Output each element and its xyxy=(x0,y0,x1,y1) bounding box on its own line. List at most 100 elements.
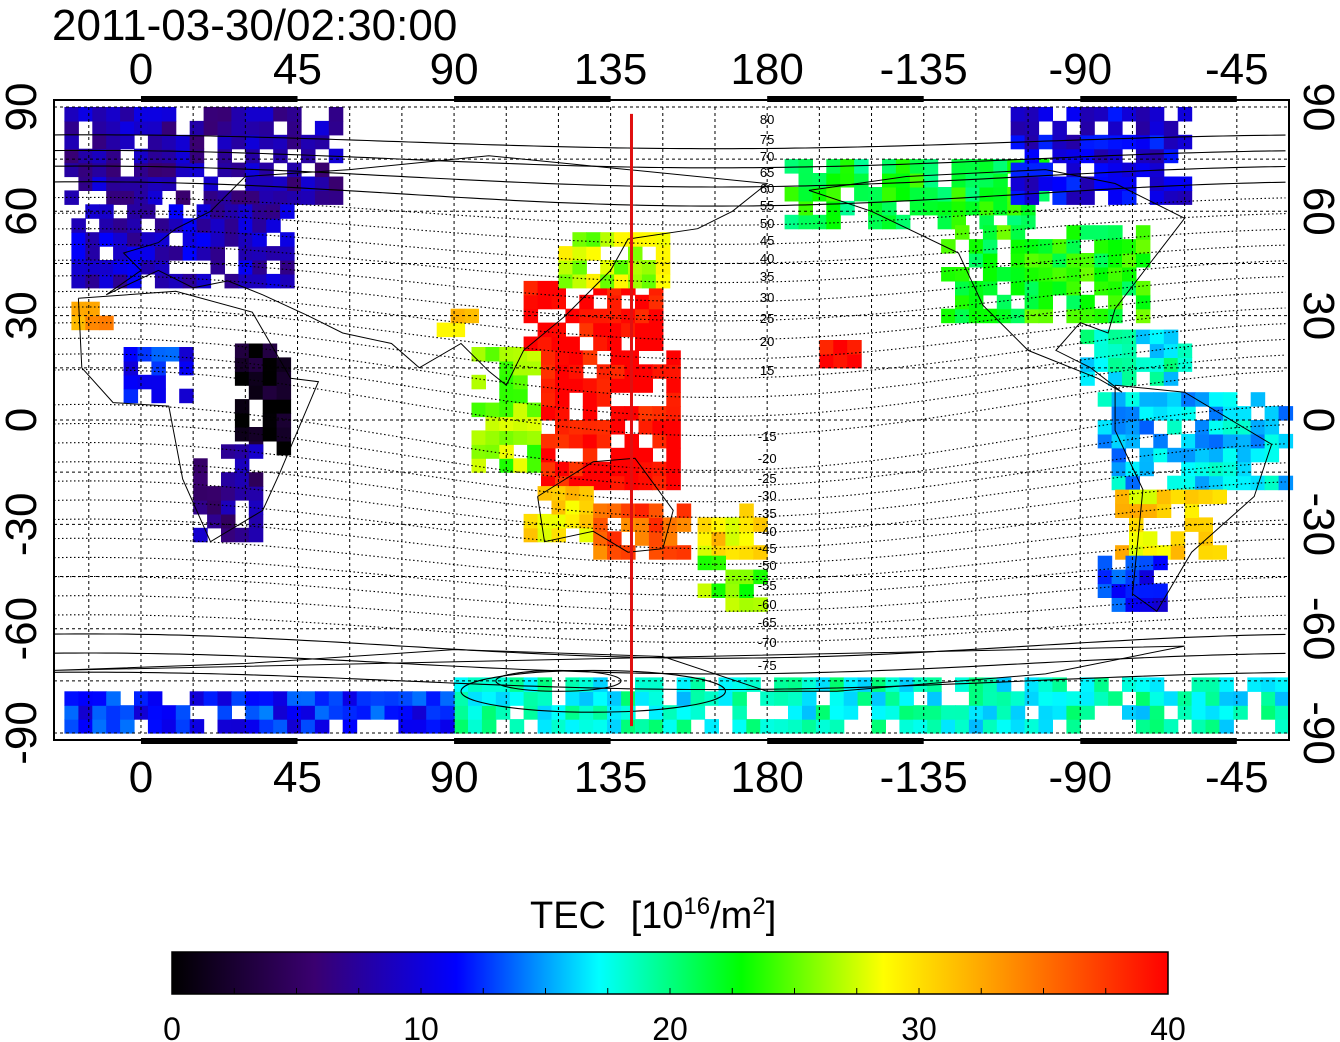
tec-cell xyxy=(1250,433,1266,449)
tec-cell xyxy=(662,531,678,546)
frame-tick-bar xyxy=(767,96,924,102)
tec-cell xyxy=(1024,691,1040,706)
tec-cell xyxy=(189,148,205,164)
tec-cell xyxy=(1198,545,1213,560)
colorbar-tick-label: 30 xyxy=(901,1011,937,1042)
tec-cell xyxy=(982,719,998,734)
tec-cell xyxy=(829,677,845,692)
mag-lat-label: 45 xyxy=(760,233,774,248)
tec-cell xyxy=(127,218,142,233)
tec-cell xyxy=(1191,719,1207,734)
tec-cell xyxy=(1163,134,1179,150)
tec-cell xyxy=(113,246,128,261)
tec-cell xyxy=(555,420,570,435)
tec-cell xyxy=(485,347,500,362)
tec-cell xyxy=(106,120,121,136)
timestamp-title: 2011-03-30/02:30:00 xyxy=(52,1,457,50)
tec-cell xyxy=(572,273,587,289)
tec-cell xyxy=(234,472,250,487)
tec-cell xyxy=(1149,148,1165,164)
tec-cell xyxy=(895,214,911,230)
lon-label-bottom: 45 xyxy=(273,753,322,802)
lat-label-right: -30 xyxy=(1294,493,1340,557)
tec-cell xyxy=(1261,691,1276,706)
tec-cell xyxy=(1170,489,1186,505)
tec-cell xyxy=(537,705,553,720)
tec-cell xyxy=(927,691,942,706)
tec-cell xyxy=(1236,447,1252,463)
tec-cell xyxy=(248,385,264,400)
tec-cell xyxy=(1149,107,1165,122)
tec-cell xyxy=(217,148,232,164)
tec-cell xyxy=(147,719,163,734)
tec-cell xyxy=(370,691,386,706)
lat-label-left: 90 xyxy=(0,83,46,132)
tec-cell xyxy=(245,691,260,706)
tec-cell xyxy=(513,388,528,404)
tec-cell xyxy=(725,545,740,560)
tec-cell xyxy=(593,503,608,518)
tec-cell xyxy=(610,447,626,463)
tec-cell xyxy=(1156,503,1172,518)
tec-cell xyxy=(635,503,650,518)
tec-cell xyxy=(541,378,556,393)
tec-cell xyxy=(509,719,525,734)
tec-cell xyxy=(147,107,163,122)
tec-cell xyxy=(798,200,813,216)
tec-cell xyxy=(610,461,626,477)
tec-cell xyxy=(784,159,800,174)
tec-cell xyxy=(1052,280,1067,296)
tec-cell xyxy=(739,531,754,546)
tec-cell xyxy=(161,719,177,734)
tec-cell xyxy=(1038,719,1053,734)
tec-cell xyxy=(965,173,980,188)
tec-cell xyxy=(234,399,250,414)
tec-cell xyxy=(739,597,754,612)
tec-cell xyxy=(1195,392,1210,407)
tec-cell xyxy=(1212,545,1227,560)
lon-label-top: -45 xyxy=(1205,45,1269,94)
tec-cell xyxy=(217,719,232,734)
tec-cell xyxy=(1122,190,1137,205)
tec-cell xyxy=(1264,406,1280,421)
tec-cell xyxy=(1010,162,1026,178)
tec-cell xyxy=(982,705,998,720)
tec-cell xyxy=(541,364,556,379)
tec-cell xyxy=(238,218,253,233)
tec-cell xyxy=(965,187,980,202)
tec-cell xyxy=(127,232,142,247)
tec-cell xyxy=(951,200,966,216)
tec-cell xyxy=(652,364,667,379)
tec-cell xyxy=(568,420,584,435)
tec-cell xyxy=(328,176,344,191)
tec-cell xyxy=(426,719,441,734)
tec-cell xyxy=(151,347,166,362)
tec-cell xyxy=(273,107,288,122)
frame-tick-bar xyxy=(454,96,611,102)
tec-cell xyxy=(1149,134,1165,150)
tec-cell xyxy=(871,705,886,720)
tec-cell xyxy=(666,433,681,449)
tec-cell xyxy=(593,719,608,734)
tec-cell xyxy=(481,691,497,706)
tec-cell xyxy=(314,162,330,178)
tec-cell xyxy=(471,347,486,362)
tec-cell xyxy=(1115,489,1130,505)
tec-cell xyxy=(161,107,177,122)
tec-cell xyxy=(895,187,911,202)
tec-cell xyxy=(1139,583,1154,598)
tec-cell xyxy=(1080,691,1095,706)
tec-cell xyxy=(895,159,911,174)
tec-cell xyxy=(1209,392,1224,407)
tec-cell xyxy=(638,406,653,421)
tec-cell xyxy=(106,190,121,205)
tec-cell xyxy=(287,691,302,706)
tec-cell xyxy=(1149,719,1165,734)
tec-cell xyxy=(798,187,813,202)
tec-cell xyxy=(245,134,260,150)
tec-cell xyxy=(196,246,212,261)
tec-cell xyxy=(1135,225,1151,240)
tec-cell xyxy=(739,503,754,518)
tec-cell xyxy=(1038,107,1053,122)
tec-cell xyxy=(189,134,205,150)
